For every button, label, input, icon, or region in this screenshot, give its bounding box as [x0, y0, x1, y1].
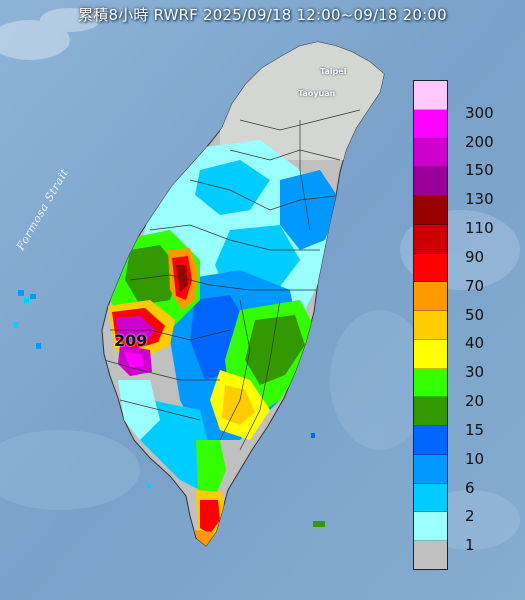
legend-swatch [414, 454, 447, 484]
legend-label: 10 [465, 449, 485, 468]
legend-swatch [414, 541, 447, 570]
legend-label: 50 [465, 305, 485, 324]
legend-swatch [414, 282, 447, 312]
map-title: 累積8小時 RWRF 2025/09/18 12:00~09/18 20:00 [78, 6, 447, 24]
legend-swatch [414, 426, 447, 455]
legend-swatch [414, 311, 447, 340]
legend-swatch [414, 397, 447, 427]
legend-swatch [414, 138, 447, 168]
legend-color-bar [413, 80, 448, 570]
place-label-taoyuan: Taoyuan [298, 89, 336, 98]
legend-swatch [414, 253, 447, 283]
rain-field [108, 42, 384, 546]
legend-label: 1 [465, 536, 475, 555]
legend-label: 110 [465, 219, 494, 238]
legend-swatch [414, 339, 447, 369]
legend-label: 90 [465, 247, 485, 266]
legend-label: 130 [465, 190, 494, 209]
legend-swatch [414, 512, 447, 542]
legend-swatch [414, 368, 447, 398]
legend-label: 15 [465, 420, 485, 439]
legend-swatch [414, 196, 447, 225]
legend-label: 200 [465, 132, 494, 151]
legend-label: 30 [465, 363, 485, 382]
legend-label: 2 [465, 507, 475, 526]
legend-swatch [414, 109, 447, 139]
legend-swatch [414, 167, 447, 197]
legend-label: 150 [465, 161, 494, 180]
legend-swatch [414, 483, 447, 513]
legend-label: 40 [465, 334, 485, 353]
legend-label: 6 [465, 478, 475, 497]
legend-swatch [414, 224, 447, 254]
place-label-taipei: Taipei [320, 67, 347, 76]
islet-rain-marks [14, 290, 325, 527]
legend-label: 70 [465, 276, 485, 295]
peak-value-label: 209 [114, 331, 148, 350]
legend-swatch [414, 81, 447, 110]
legend-label: 20 [465, 392, 485, 411]
county-boundaries [103, 109, 361, 451]
legend-label: 300 [465, 103, 494, 122]
